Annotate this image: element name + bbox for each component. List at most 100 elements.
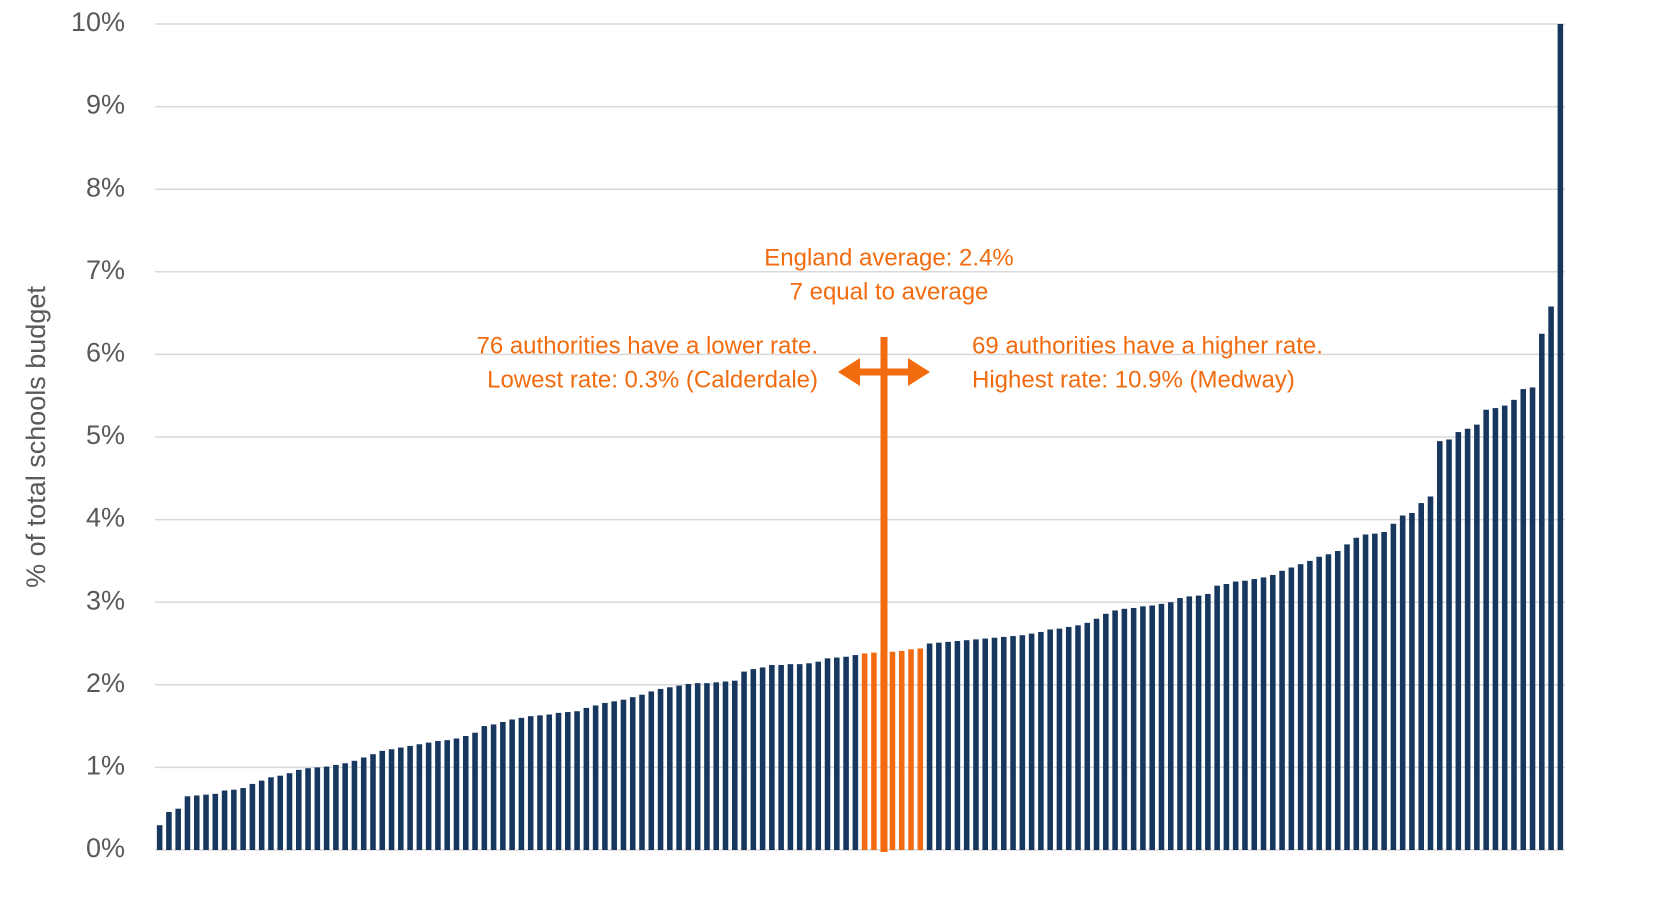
bar <box>1177 598 1183 850</box>
bar <box>1093 618 1100 850</box>
bar <box>1307 560 1313 850</box>
bar <box>1205 593 1211 850</box>
y-tick-label: 9% <box>86 90 125 120</box>
bar <box>592 705 599 850</box>
bar <box>973 639 979 850</box>
bar <box>555 712 562 850</box>
bar <box>1279 570 1285 850</box>
bar <box>1038 631 1044 850</box>
bar <box>398 747 404 850</box>
bar <box>713 682 719 850</box>
bar <box>221 790 228 850</box>
bar <box>333 764 339 850</box>
bar <box>1436 441 1443 850</box>
bar <box>472 732 478 850</box>
bar <box>203 794 209 850</box>
bar <box>722 681 729 850</box>
bar <box>1344 544 1350 850</box>
y-tick-label: 5% <box>86 420 125 450</box>
bar <box>926 643 933 850</box>
bar <box>806 663 812 850</box>
bar <box>1288 567 1295 850</box>
bar <box>1427 496 1434 850</box>
bar <box>268 777 274 850</box>
y-tick-label: 8% <box>86 172 125 202</box>
bar <box>425 742 432 850</box>
bar <box>1381 531 1387 850</box>
bar <box>602 702 608 850</box>
bar <box>1158 603 1165 850</box>
bar <box>286 773 293 850</box>
bar <box>1019 635 1026 850</box>
bar <box>416 744 423 850</box>
bar <box>1075 625 1081 850</box>
bar <box>583 707 590 850</box>
bar <box>1112 610 1118 850</box>
bar <box>620 699 627 850</box>
bar <box>1167 602 1174 850</box>
annotation: 69 authorities have a higher rate. <box>972 332 1323 359</box>
bar <box>611 701 617 850</box>
bar <box>1455 432 1462 850</box>
bar <box>1186 596 1193 850</box>
bar <box>1195 595 1202 850</box>
bar <box>889 651 896 850</box>
bar <box>815 661 822 850</box>
bar <box>1223 584 1230 850</box>
bar <box>769 664 775 850</box>
bar <box>435 740 441 850</box>
annotation: 76 authorities have a lower rate. <box>476 332 818 359</box>
bar <box>1464 428 1471 850</box>
bar <box>1260 577 1267 850</box>
bar <box>991 637 998 850</box>
bar <box>407 745 413 850</box>
bar <box>240 788 246 850</box>
bar <box>277 775 284 850</box>
bar <box>1232 581 1239 850</box>
arrow-head-right <box>908 358 930 386</box>
bar <box>843 656 849 850</box>
bar <box>546 714 553 850</box>
bar <box>648 691 655 850</box>
bar <box>537 715 543 850</box>
bar <box>1529 387 1536 850</box>
bar <box>193 795 200 850</box>
bar <box>917 648 924 850</box>
bar <box>685 683 692 850</box>
bar <box>741 671 747 850</box>
bar <box>963 640 970 850</box>
bar <box>1511 399 1517 850</box>
bar <box>370 754 376 850</box>
bar <box>1492 408 1499 850</box>
bar <box>1418 503 1424 850</box>
bar <box>175 808 181 850</box>
bar <box>379 750 386 850</box>
annotation: Highest rate: 10.9% (Medway) <box>972 366 1295 393</box>
bar <box>639 694 645 850</box>
bar <box>444 740 450 850</box>
bar <box>1539 333 1545 850</box>
bar <box>676 685 682 850</box>
bar <box>1372 533 1378 850</box>
bar <box>1270 574 1276 850</box>
bar <box>1242 580 1248 850</box>
bar <box>518 717 525 850</box>
bar <box>936 642 942 850</box>
bar <box>852 655 859 850</box>
y-tick-label: 4% <box>86 503 125 533</box>
bar <box>1501 405 1508 850</box>
bar <box>500 721 506 850</box>
bar <box>778 664 784 850</box>
y-tick-label: 3% <box>86 585 125 615</box>
bar <box>982 638 989 850</box>
bar <box>212 793 219 850</box>
y-tick-label: 7% <box>86 255 125 285</box>
bar <box>694 683 701 850</box>
bar <box>1001 636 1007 850</box>
bar <box>351 760 358 850</box>
bar <box>184 796 191 850</box>
bar <box>305 768 311 850</box>
bar <box>1474 424 1480 850</box>
bar <box>314 767 321 850</box>
